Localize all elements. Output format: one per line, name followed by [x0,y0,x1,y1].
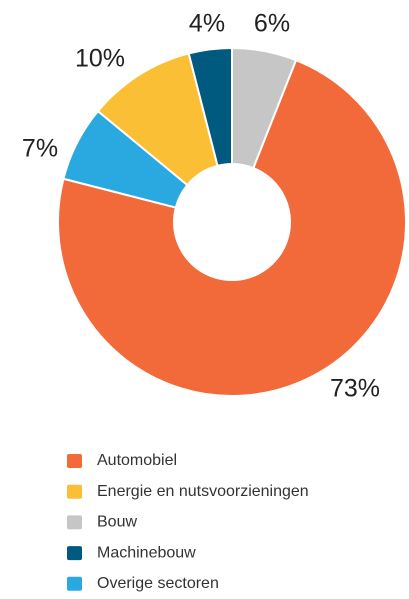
value-label: 10% [75,45,125,73]
legend-swatch [67,515,82,530]
legend-label: Energie en nutsvoorzieningen [97,483,309,500]
value-label: 73% [330,375,380,403]
value-label: 4% [189,10,225,38]
legend-swatch [67,454,82,468]
legend-swatch [67,546,82,561]
legend-label: Machinebouw [97,544,196,561]
donut-slice [187,46,233,168]
legend-label: Automobiel [97,452,177,469]
value-label: 7% [22,135,58,163]
legend-swatch [67,484,82,499]
value-label: 6% [254,10,290,38]
legend-label: Bouw [97,514,137,531]
legend-label: Overige sectoren [97,575,219,592]
donut-slice [57,58,407,397]
legend-swatch [67,576,82,591]
